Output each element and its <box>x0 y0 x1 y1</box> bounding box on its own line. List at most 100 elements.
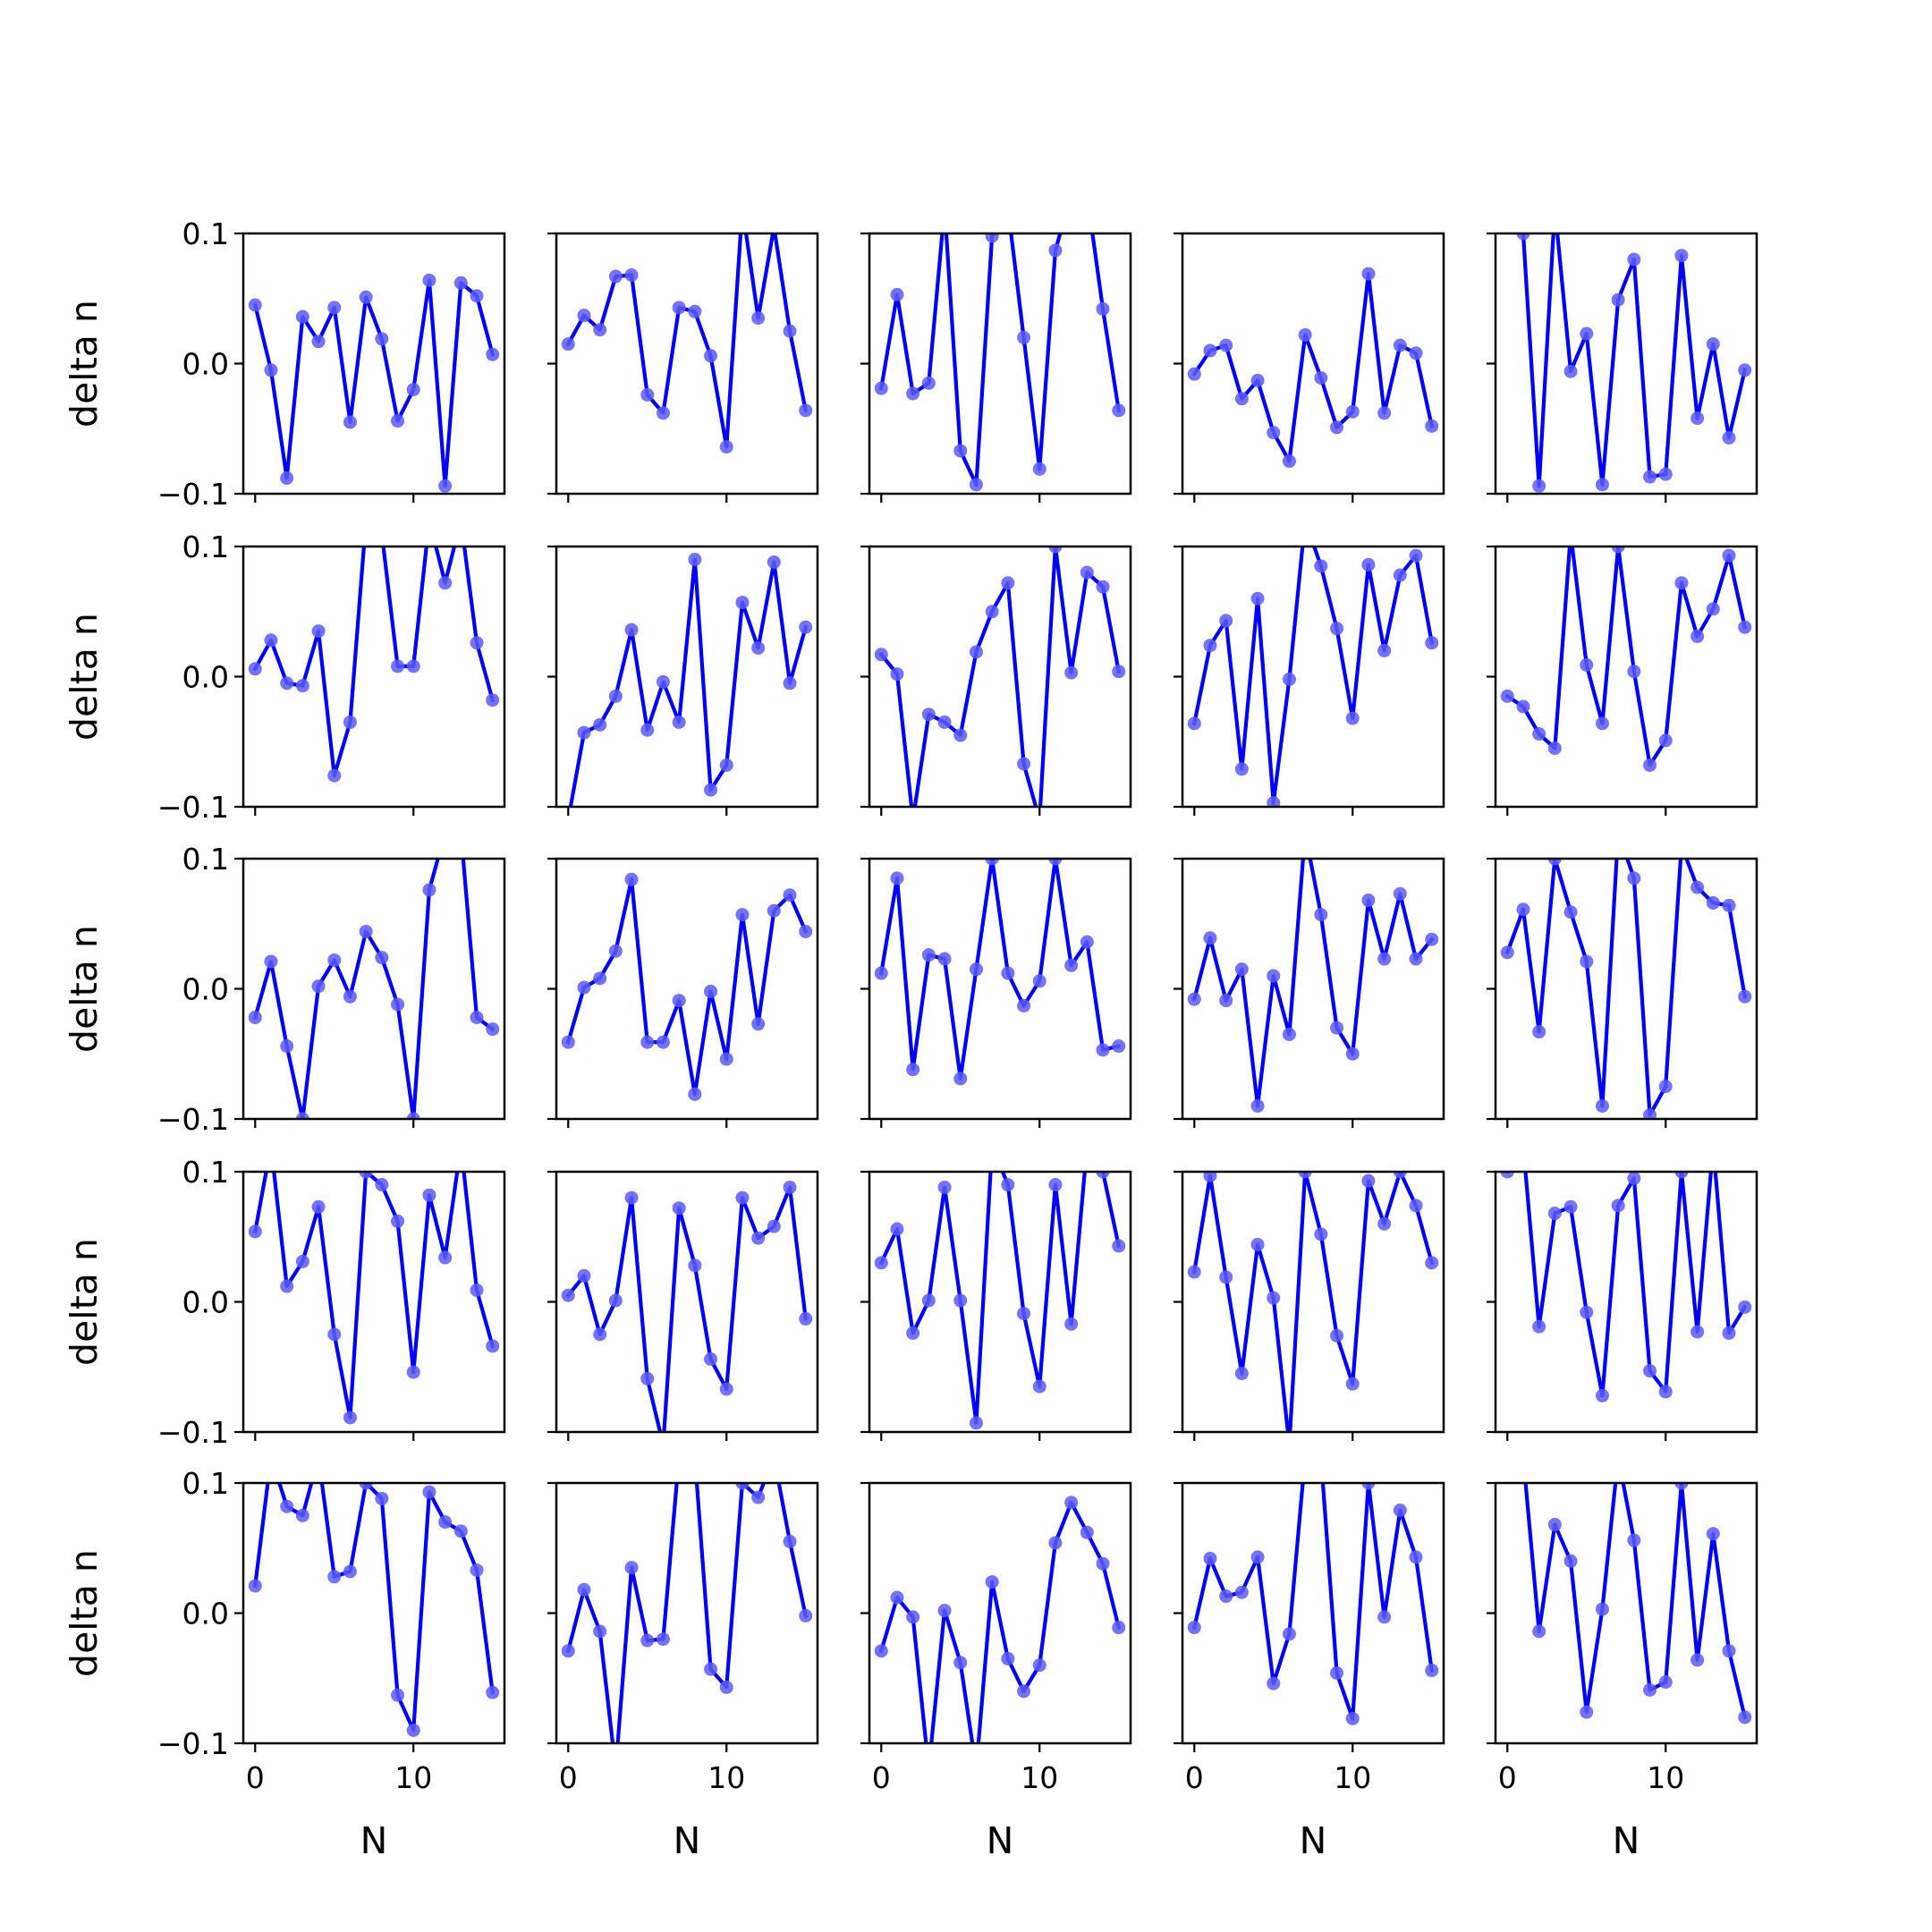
data-point <box>1738 620 1752 634</box>
data-point <box>1738 1300 1752 1314</box>
data-point <box>375 1178 389 1192</box>
data-point <box>953 1656 968 1670</box>
y-tick-label: 0.0 <box>182 347 229 382</box>
data-point <box>486 1022 500 1037</box>
x-tick-label: 10 <box>394 1760 432 1795</box>
data-point <box>1595 1602 1609 1616</box>
data-point <box>311 1199 326 1214</box>
data-point <box>486 693 500 708</box>
data-point <box>1516 699 1530 714</box>
panel-r1-c2 <box>547 232 819 503</box>
panel-r5-c3: 0 10N <box>860 1481 1132 1862</box>
data-point <box>1001 1651 1015 1665</box>
panel-plot-area <box>561 1180 813 1432</box>
data-point <box>1674 576 1689 590</box>
data-point <box>704 984 718 998</box>
data-point <box>1345 1377 1360 1391</box>
data-point <box>1532 1025 1546 1039</box>
data-point <box>470 636 484 650</box>
data-point <box>1001 1178 1015 1192</box>
panel-plot-area <box>561 872 813 1101</box>
data-point <box>1425 1664 1439 1678</box>
data-point <box>1580 954 1594 969</box>
data-point <box>1267 1676 1281 1690</box>
data-point <box>608 269 623 284</box>
data-point <box>1187 716 1201 731</box>
panel-plot-area <box>248 1172 500 1425</box>
data-point <box>1080 565 1094 580</box>
y-axis-label: delta n <box>63 1549 106 1677</box>
data-point <box>1627 1172 1641 1185</box>
data-point <box>1738 989 1752 1004</box>
data-point <box>593 323 607 337</box>
series-line <box>878 547 1122 807</box>
data-point <box>735 908 750 922</box>
data-point <box>640 1371 655 1385</box>
data-point <box>921 376 936 390</box>
data-point <box>751 1231 766 1245</box>
data-point <box>280 676 294 691</box>
data-point <box>1267 426 1281 440</box>
data-point <box>577 1582 591 1597</box>
data-point <box>248 1579 262 1593</box>
data-point <box>783 888 797 902</box>
panel-r2-c4 <box>1174 545 1445 816</box>
panel-plot-area <box>568 553 813 807</box>
data-point <box>624 623 639 637</box>
data-point <box>921 708 936 722</box>
panel-plot-area <box>248 859 500 1119</box>
data-point <box>783 676 797 691</box>
data-point <box>906 1326 920 1340</box>
data-point <box>359 1172 373 1179</box>
data-point <box>890 667 904 682</box>
data-point <box>1377 406 1392 420</box>
data-point <box>1409 1199 1423 1213</box>
data-point <box>1580 1305 1594 1319</box>
data-point <box>719 1052 733 1066</box>
data-point <box>280 1039 294 1054</box>
x-tick-label: 10 <box>1334 1760 1371 1795</box>
y-tick-label: 0.1 <box>182 530 229 564</box>
data-point <box>1595 1098 1609 1113</box>
panel-r4-c2 <box>547 1170 819 1441</box>
series-line <box>1521 233 1748 488</box>
data-point <box>391 997 405 1012</box>
data-point <box>1377 1216 1392 1231</box>
data-point <box>295 1254 309 1268</box>
y-tick-label: 0.1 <box>182 1155 229 1190</box>
data-point <box>1001 966 1015 980</box>
data-point <box>1048 1536 1063 1550</box>
panel-plot-area <box>1523 1483 1752 1724</box>
data-point <box>751 1490 766 1504</box>
data-point <box>593 971 607 986</box>
data-point <box>640 387 655 402</box>
y-tick-label: −0.1 <box>157 477 229 512</box>
data-point <box>688 553 702 567</box>
data-point <box>874 381 888 395</box>
data-point <box>1738 363 1752 377</box>
data-point <box>624 1561 639 1575</box>
series-line <box>252 1483 496 1733</box>
data-point <box>1425 636 1439 650</box>
data-point <box>1048 1178 1063 1192</box>
data-point <box>406 1365 420 1379</box>
data-point <box>1611 292 1625 307</box>
data-point <box>1627 871 1641 886</box>
data-point <box>1516 233 1530 241</box>
data-point <box>391 1688 405 1702</box>
data-point <box>1298 1172 1312 1179</box>
series-line <box>1191 1172 1435 1432</box>
data-point <box>1064 1317 1079 1331</box>
data-point <box>438 1250 453 1265</box>
panel-r3-c5 <box>1487 857 1758 1128</box>
data-point <box>1393 1172 1407 1179</box>
data-point <box>343 1564 357 1579</box>
data-point <box>486 1339 500 1353</box>
data-point <box>656 1632 670 1647</box>
data-point <box>1611 1199 1625 1213</box>
data-point <box>1409 346 1423 360</box>
x-tick-label: 0 <box>872 1760 891 1795</box>
data-point <box>735 1483 750 1490</box>
data-point <box>327 953 342 967</box>
